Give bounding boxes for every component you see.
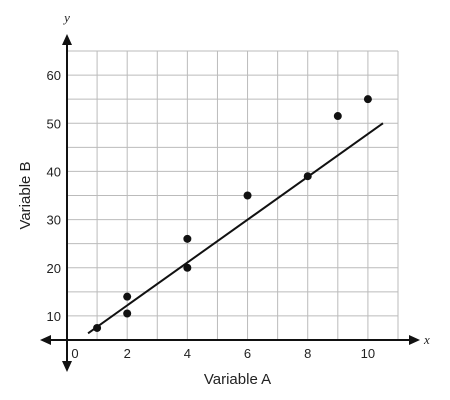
y-axis-arrow-up: [62, 34, 72, 45]
x-tick-label: 4: [184, 346, 191, 361]
x-tick-label: 10: [361, 346, 375, 361]
data-points: [93, 95, 372, 332]
y-tick-label: 10: [47, 309, 61, 324]
y-tick-label: 60: [47, 68, 61, 83]
data-point: [363, 95, 372, 104]
x-axis-arrow-right: [409, 335, 420, 345]
y-tick-label: 20: [47, 261, 61, 276]
grid: [67, 50, 399, 340]
y-tick-label: 50: [47, 116, 61, 131]
x-axis-title: Variable A: [204, 371, 271, 388]
x-tick-label: 6: [244, 346, 251, 361]
y-axis-variable-label: y: [62, 10, 70, 25]
x-tick-labels: 2 4 6 8 10: [124, 346, 376, 361]
axes: [40, 34, 420, 372]
x-tick-label: 2: [124, 346, 131, 361]
trend-line: [87, 122, 384, 335]
x-axis-variable-label: x: [423, 332, 430, 347]
x-tick-label: 8: [304, 346, 311, 361]
y-tick-label: 30: [47, 213, 61, 228]
data-point: [183, 234, 192, 243]
data-point: [183, 263, 192, 272]
data-point: [243, 191, 252, 200]
y-axis-title: Variable B: [17, 161, 34, 229]
data-point: [123, 309, 132, 318]
data-point: [333, 112, 342, 121]
data-point: [303, 172, 312, 181]
y-tick-labels: 10 20 30 40 50 60: [47, 68, 61, 324]
data-point: [123, 292, 132, 301]
x-axis-arrow-left: [40, 335, 51, 345]
data-point: [93, 323, 102, 332]
y-tick-label: 40: [47, 164, 61, 179]
y-axis-arrow-down: [62, 361, 72, 372]
origin-label: 0: [71, 346, 78, 361]
